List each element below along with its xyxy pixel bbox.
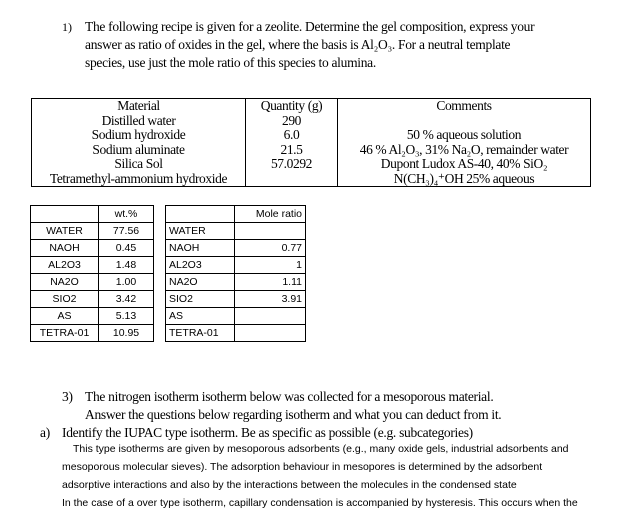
- value-cell: 10.95: [98, 324, 154, 342]
- table-row: Distilled water 290: [31, 113, 591, 128]
- quantity-cell: 290: [245, 113, 338, 128]
- table-row: AS: [165, 307, 306, 325]
- part-a-question: Identify the IUPAC type isotherm. Be as …: [62, 425, 473, 440]
- header-cell: [30, 205, 99, 223]
- species-cell: AL2O3: [30, 256, 99, 274]
- table-row: TETRA-01 10.95: [30, 324, 154, 342]
- answer-line: adsorptive interactions and also by the …: [62, 479, 517, 491]
- table-row: Tetramethyl-ammonium hydroxide N(CH₃)₄⁺OH…: [31, 171, 591, 187]
- species-cell: WATER: [30, 222, 99, 240]
- answer-line: In the case of a over type isotherm, cap…: [62, 497, 578, 509]
- value-cell: 1.48: [98, 256, 154, 274]
- comment-cell: N(CH₃)₄⁺OH 25% aqueous: [337, 171, 591, 187]
- question-1-line: The following recipe is given for a zeol…: [85, 19, 535, 34]
- value-cell: 77.56: [98, 222, 154, 240]
- table-row: WATER: [165, 222, 306, 240]
- table-row: TETRA-01: [165, 324, 306, 342]
- wt-percent-table: wt.% WATER 77.56 NAOH 0.45 AL2O3 1.48 NA2O 1…: [30, 205, 154, 342]
- table-row: AL2O3 1.48: [30, 256, 154, 274]
- header-material: Material: [31, 98, 246, 114]
- species-cell: NAOH: [165, 239, 235, 257]
- question-1-line: species, use just the mole ratio of this…: [85, 55, 376, 70]
- species-cell: SIO2: [30, 290, 99, 308]
- species-cell: TETRA-01: [30, 324, 99, 342]
- quantity-cell: [245, 171, 338, 187]
- species-cell: TETRA-01: [165, 324, 235, 342]
- value-cell: 0.77: [234, 239, 306, 257]
- quantity-cell: 21.5: [245, 142, 338, 157]
- value-cell: 5.13: [98, 307, 154, 325]
- question-3-line: The nitrogen isotherm isotherm below was…: [85, 389, 494, 404]
- species-cell: NAOH: [30, 239, 99, 257]
- table-header-row: Material Quantity (g) Comments: [31, 98, 591, 114]
- table-row: AS 5.13: [30, 307, 154, 325]
- species-cell: WATER: [165, 222, 235, 240]
- species-cell: NA2O: [30, 273, 99, 291]
- value-cell: 1.11: [234, 273, 306, 291]
- value-cell: [234, 307, 306, 325]
- table-row: Sodium aluminate 21.5 46 % Al₂O₃, 31% Na₂O…: [31, 142, 591, 157]
- species-cell: SIO2: [165, 290, 235, 308]
- header-comments: Comments: [337, 98, 591, 114]
- recipe-table: Material Quantity (g) Comments Distilled…: [31, 98, 591, 187]
- table-row: NA2O 1.00: [30, 273, 154, 291]
- answer-line: mesoporous molecular sieves). The adsorp…: [62, 461, 543, 473]
- table-header-row: Mole ratio: [165, 205, 306, 223]
- species-cell: AL2O3: [165, 256, 235, 274]
- value-cell: [234, 324, 306, 342]
- table-row: NAOH 0.77: [165, 239, 306, 257]
- table-row: AL2O3 1: [165, 256, 306, 274]
- material-cell: Tetramethyl-ammonium hydroxide: [31, 171, 246, 187]
- species-cell: AS: [165, 307, 235, 325]
- table-row: NAOH 0.45: [30, 239, 154, 257]
- comment-cell: 50 % aqueous solution: [337, 127, 591, 143]
- answer-line: This type isotherms are given by mesopor…: [73, 443, 569, 455]
- header-cell: [165, 205, 235, 223]
- material-cell: Sodium aluminate: [31, 142, 246, 157]
- value-cell: 0.45: [98, 239, 154, 257]
- table-row: SIO2 3.91: [165, 290, 306, 308]
- table-row: Silica Sol 57.0292 Dupont Ludox AS-40, 40%…: [31, 156, 591, 172]
- material-cell: Distilled water: [31, 113, 246, 128]
- value-cell: 1: [234, 256, 306, 274]
- value-cell: [234, 222, 306, 240]
- material-cell: Silica Sol: [31, 156, 246, 172]
- value-cell: 3.42: [98, 290, 154, 308]
- table-row: SIO2 3.42: [30, 290, 154, 308]
- comment-cell: Dupont Ludox AS-40, 40% SiO₂: [337, 156, 591, 172]
- header-cell: Mole ratio: [234, 205, 306, 223]
- value-cell: 3.91: [234, 290, 306, 308]
- header-cell: wt.%: [98, 205, 154, 223]
- comment-cell: 46 % Al₂O₃, 31% Na₂O, remainder water: [337, 142, 591, 157]
- species-cell: AS: [30, 307, 99, 325]
- table-row: NA2O 1.11: [165, 273, 306, 291]
- question-3-line: Answer the questions below regarding iso…: [85, 407, 502, 422]
- species-cell: NA2O: [165, 273, 235, 291]
- question-1-number: 1): [62, 20, 72, 34]
- value-cell: 1.00: [98, 273, 154, 291]
- table-row: WATER 77.56: [30, 222, 154, 240]
- comment-cell: [337, 113, 591, 128]
- question-3-number: 3): [62, 389, 73, 404]
- mole-ratio-table: Mole ratio WATER NAOH 0.77 AL2O3 1 NA2O 1.1…: [165, 205, 306, 342]
- question-1-line: answer as ratio of oxides in the gel, wh…: [85, 37, 511, 52]
- header-quantity: Quantity (g): [245, 98, 338, 114]
- table-row: Sodium hydroxide 6.0 50 % aqueous solution: [31, 127, 591, 143]
- material-cell: Sodium hydroxide: [31, 127, 246, 143]
- quantity-cell: 6.0: [245, 127, 338, 143]
- table-header-row: wt.%: [30, 205, 154, 223]
- quantity-cell: 57.0292: [245, 156, 338, 172]
- part-a-label: a): [40, 425, 50, 440]
